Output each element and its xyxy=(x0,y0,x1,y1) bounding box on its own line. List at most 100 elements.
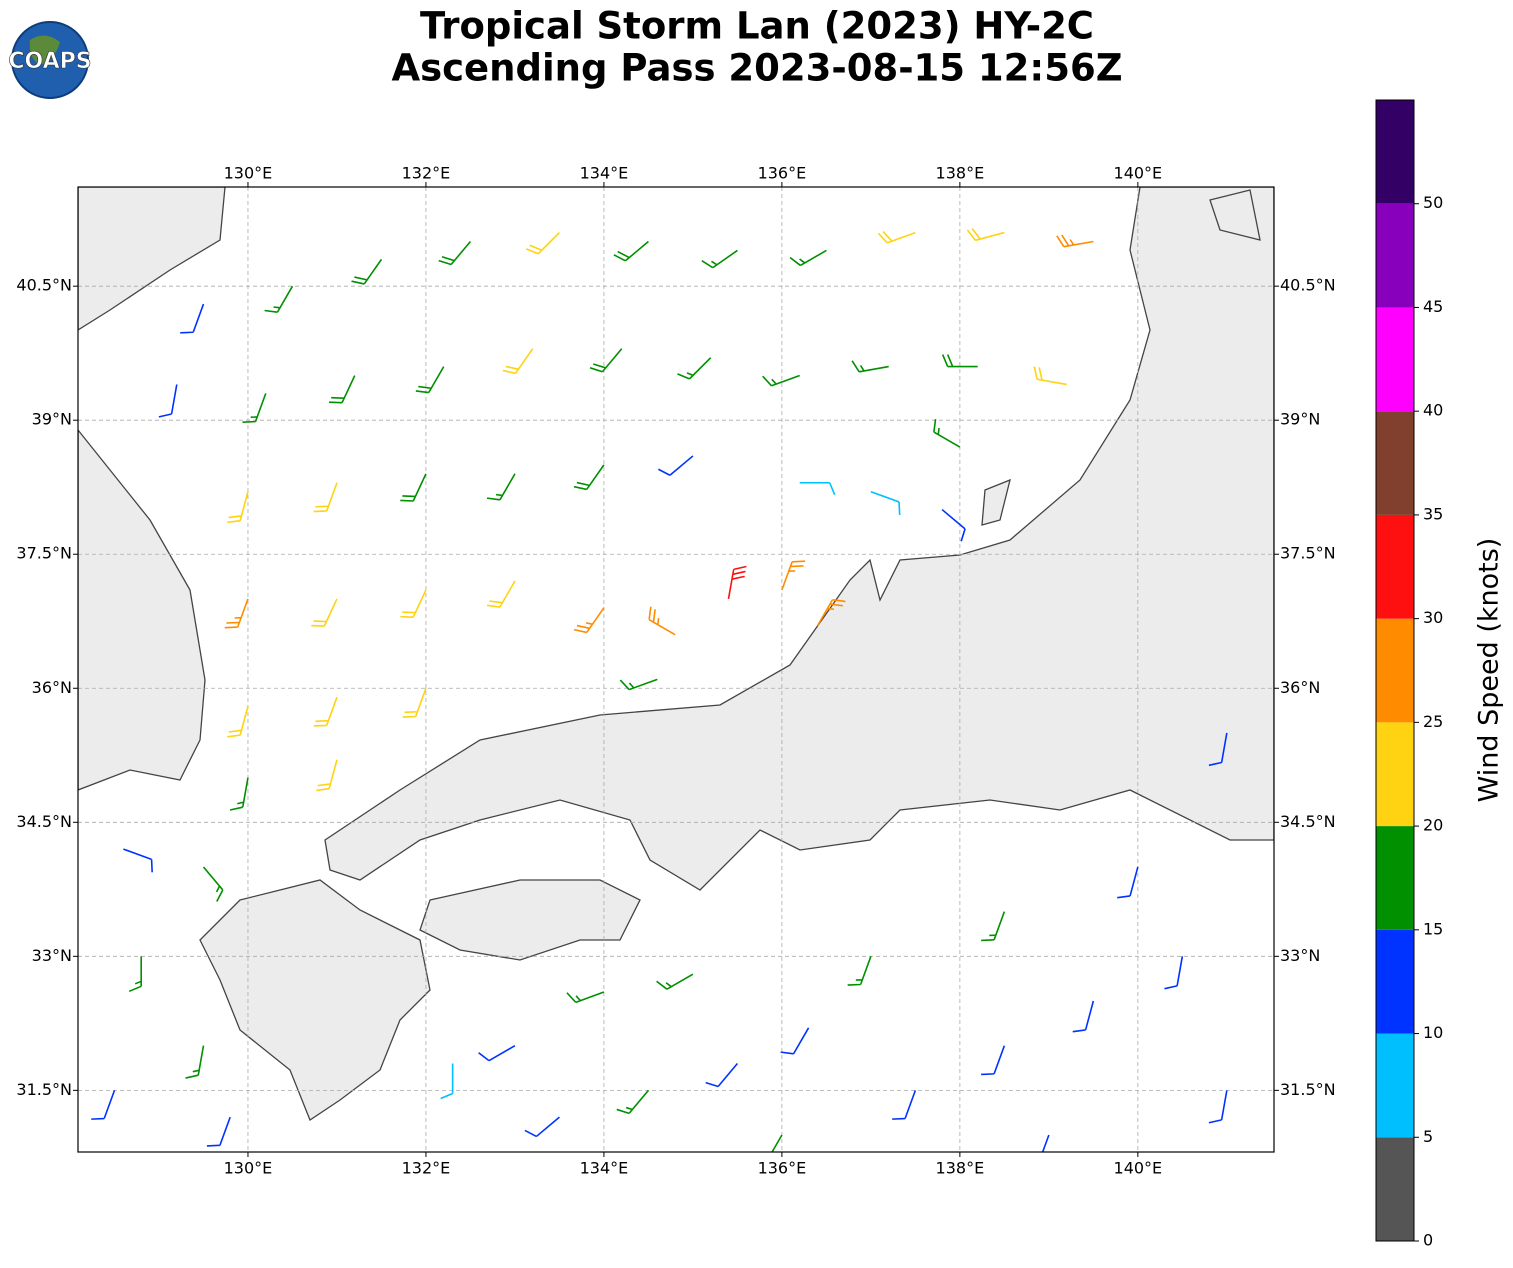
wind-barb xyxy=(227,705,249,738)
land xyxy=(1209,189,1261,241)
wind-barb xyxy=(1208,732,1228,767)
colorbar-bin xyxy=(1376,826,1414,930)
wind-barb xyxy=(771,1134,783,1152)
wind-barb xyxy=(981,1045,1006,1076)
title-line: Tropical Storm Lan (2023) HY-2C xyxy=(420,5,1094,48)
wind-barb xyxy=(727,565,747,600)
wind-barb xyxy=(701,249,738,269)
x-tick-label: 134°E xyxy=(580,1159,629,1178)
colorbar-tick-label: 0 xyxy=(1423,1231,1433,1250)
colorbar-tick-label: 30 xyxy=(1423,608,1443,627)
wind-barb xyxy=(128,956,142,993)
wind-barb xyxy=(316,759,338,792)
y-tick-label: 40.5°N xyxy=(1280,276,1336,295)
colorbar-bin xyxy=(1376,514,1414,619)
colorbar-bin xyxy=(1376,929,1414,1034)
wind-barb xyxy=(229,777,249,811)
wind-barb xyxy=(1072,1000,1095,1033)
colorbar: 0 5 10 15 20 25 30 35 40 45 50 xyxy=(1375,99,1443,1250)
title-line: Ascending Pass 2023-08-15 12:56Z xyxy=(391,47,1122,90)
x-tick-label: 134°E xyxy=(580,164,629,183)
wind-barb xyxy=(478,1044,516,1062)
colorbar-label: Wind Speed (knots) xyxy=(1474,538,1505,803)
wind-barb xyxy=(242,393,267,423)
x-tick-label: 138°E xyxy=(936,164,985,183)
x-tick-label: 132°E xyxy=(402,164,451,183)
colorbar-bin xyxy=(1376,307,1414,412)
wind-barb xyxy=(658,455,694,476)
wind-barb xyxy=(780,1027,810,1055)
y-tick-label: 36°N xyxy=(32,678,72,697)
map-frame xyxy=(77,186,1275,1153)
wind-barb xyxy=(589,348,623,373)
colorbar-bin xyxy=(1376,100,1414,204)
wind-barb xyxy=(877,231,916,244)
wind-barb xyxy=(524,1116,560,1138)
wind-barb xyxy=(613,240,649,262)
colorbar-tick-label: 25 xyxy=(1423,712,1443,731)
wind-barb xyxy=(329,375,356,404)
wind-barb xyxy=(799,481,836,496)
y-tick-label: 40.5°N xyxy=(16,276,72,295)
land xyxy=(78,428,206,791)
wind-barb xyxy=(227,491,249,524)
wind-barb xyxy=(1033,366,1067,386)
y-tick-label: 39°N xyxy=(32,410,72,429)
wind-barb xyxy=(400,589,427,618)
x-tick-label: 136°E xyxy=(758,164,807,183)
logo: COAPS xyxy=(8,21,92,99)
wind-barb xyxy=(648,606,676,636)
x-tick-label: 136°E xyxy=(758,1159,807,1178)
y-tick-label: 34.5°N xyxy=(1280,812,1336,831)
wind-barb xyxy=(847,956,872,986)
wind-barb xyxy=(933,419,961,448)
logo-text: COAPS xyxy=(8,49,91,74)
colorbar-tick-label: 20 xyxy=(1423,816,1443,835)
colorbar-frame xyxy=(1375,99,1415,1242)
map-land xyxy=(78,187,1274,1152)
wind-barb xyxy=(781,560,806,591)
colorbar-tick-label: 15 xyxy=(1423,919,1443,938)
colorbar-tick-label: 45 xyxy=(1423,297,1443,316)
wind-barb xyxy=(202,866,224,902)
wind-barb xyxy=(158,384,178,418)
y-tick-label: 36°N xyxy=(1280,678,1320,697)
colorbar-tick-label: 40 xyxy=(1423,401,1443,420)
wind-barb xyxy=(224,598,249,629)
wind-barb xyxy=(789,249,827,267)
wind-barb xyxy=(619,678,658,691)
wind-barb xyxy=(440,1063,454,1100)
y-tick-label: 31.5°N xyxy=(1280,1080,1336,1099)
y-tick-label: 39°N xyxy=(1280,410,1320,429)
wind-barb xyxy=(1041,1134,1050,1152)
wind-barb xyxy=(1164,956,1184,990)
wind-barb xyxy=(1208,1090,1228,1124)
x-tick-label: 138°E xyxy=(936,1159,985,1178)
logo-land xyxy=(29,35,60,65)
wind-barb xyxy=(981,911,1006,942)
wind-barb xyxy=(870,490,901,515)
wind-barb xyxy=(206,1116,231,1147)
wind-barb xyxy=(1117,866,1139,899)
wind-barb xyxy=(656,973,694,990)
wind-barb xyxy=(313,696,338,727)
colorbar-tick-label: 35 xyxy=(1423,504,1443,523)
grid xyxy=(78,187,1274,1152)
wind-barb xyxy=(502,348,534,375)
colorbar-bin xyxy=(1376,203,1414,308)
land xyxy=(419,879,641,961)
x-tick-label: 130°E xyxy=(224,164,273,183)
wind-barb xyxy=(892,1090,917,1120)
wind-barb xyxy=(573,607,605,634)
wind-barb xyxy=(566,991,605,1004)
x-tick-label: 140°E xyxy=(1114,164,1163,183)
colorbar-tick-label: 5 xyxy=(1423,1127,1433,1146)
wind-barb xyxy=(311,598,338,627)
barbs xyxy=(91,228,1228,1152)
x-tick-label: 140°E xyxy=(1114,1159,1163,1178)
wind-barb xyxy=(313,482,338,513)
wind-barb xyxy=(264,285,294,313)
y-tick-label: 34.5°N xyxy=(16,812,72,831)
wind-barb xyxy=(941,508,966,542)
wind-barb xyxy=(677,357,712,380)
